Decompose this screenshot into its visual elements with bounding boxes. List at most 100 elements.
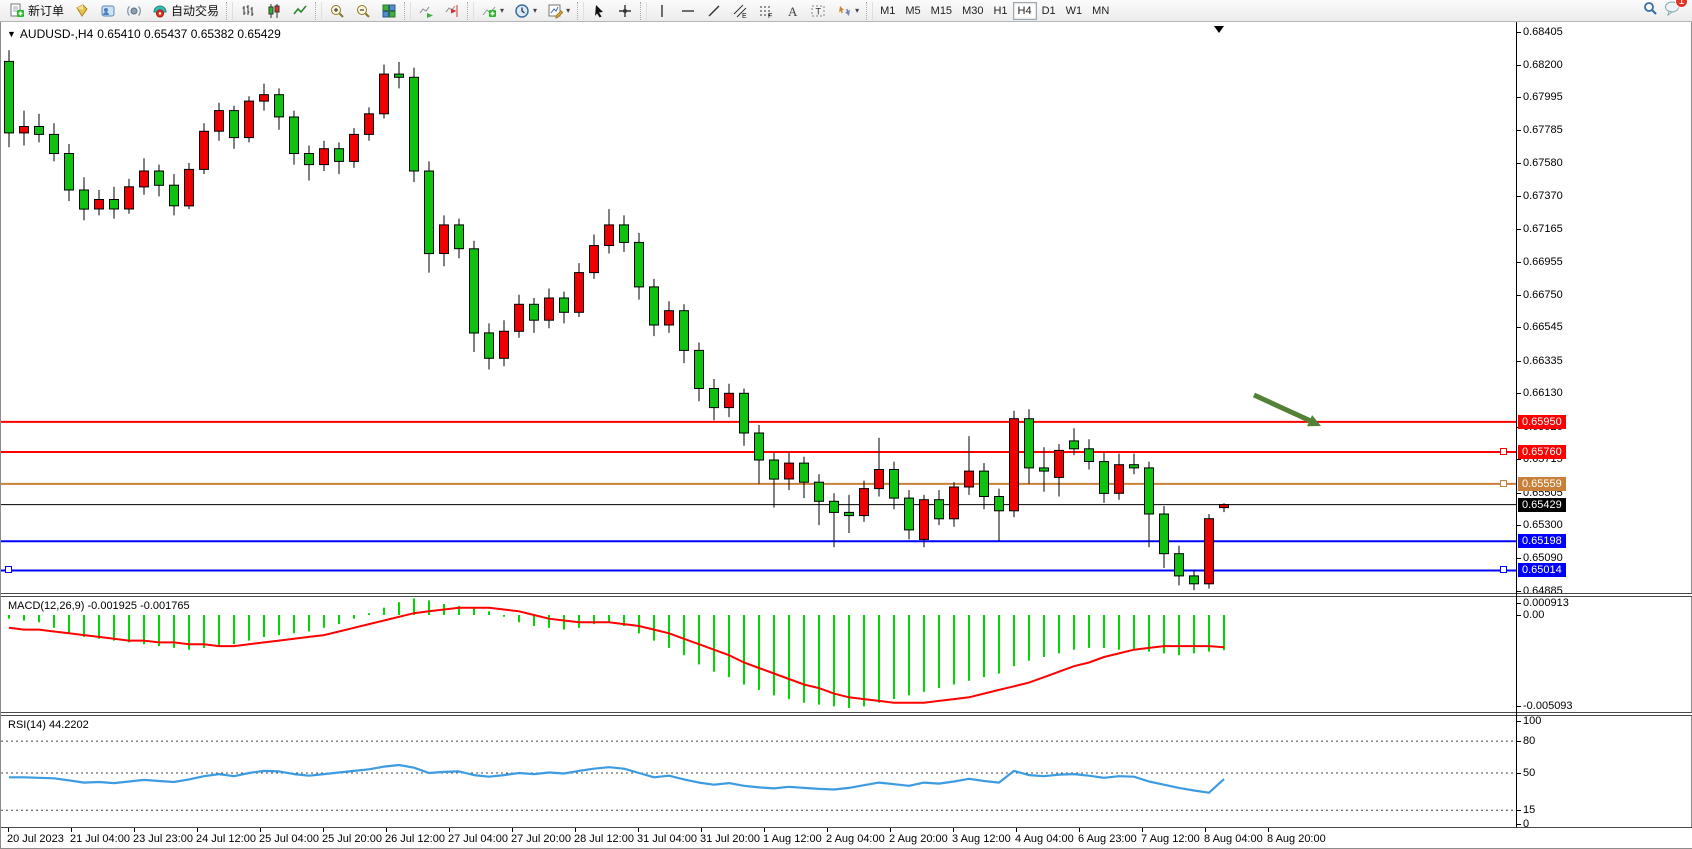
tab-timeframe-h1[interactable]: H1 xyxy=(993,4,1008,17)
candle xyxy=(439,224,449,254)
time-tick-label: 4 Aug 04:00 xyxy=(1015,833,1074,845)
tab-timeframe-d1[interactable]: D1 xyxy=(1041,4,1056,17)
price-chart-canvas[interactable] xyxy=(1,22,1516,593)
toolbar-button-data-window[interactable] xyxy=(95,1,121,21)
chart-shift-marker[interactable] xyxy=(1214,26,1224,33)
price-axis[interactable]: 0.68405 0.68200 0.67995 0.67785 0.67580 0.673… xyxy=(5,22,1692,597)
toolbar-separator xyxy=(404,1,412,20)
candle xyxy=(979,470,989,498)
toolbar-button-chart-shift[interactable] xyxy=(439,1,465,21)
price-tick-label: 0.65090 xyxy=(1523,552,1563,565)
hline-selection-handle[interactable] xyxy=(5,566,12,574)
rsi-tick-mark xyxy=(1517,773,1521,774)
rsi-canvas[interactable] xyxy=(1,716,1516,827)
zoom-in-icon xyxy=(329,3,345,19)
notifications-button[interactable]: 1 xyxy=(1664,0,1688,21)
toolbar-button-periods[interactable]: ▾ xyxy=(509,1,542,21)
time-axis[interactable]: 20 Jul 2023 21 Jul 04:00 23 Jul 23:00 24 Ju… xyxy=(1,827,1692,848)
time-tick-mark xyxy=(1205,828,1206,832)
price-tick-mark xyxy=(1517,327,1521,329)
toolbar-button-auto-scroll[interactable] xyxy=(413,1,439,21)
toolbar-separator xyxy=(866,1,874,20)
time-tick-label: 24 Jul 12:00 xyxy=(196,833,256,845)
panel-splitter-macd[interactable] xyxy=(1,593,1692,597)
tab-timeframe-mn[interactable]: MN xyxy=(1092,4,1110,17)
price-tick-mark xyxy=(1517,492,1521,494)
toolbar-button-quotes[interactable] xyxy=(69,1,95,21)
candle xyxy=(364,113,374,135)
candle xyxy=(394,73,404,78)
text-label-icon: T xyxy=(810,3,826,19)
price-tick-mark xyxy=(1517,525,1521,527)
toolbar-button-crosshair[interactable] xyxy=(612,1,638,21)
time-tick-label: 31 Jul 20:00 xyxy=(700,833,760,845)
tab-timeframe-m30[interactable]: M30 xyxy=(962,4,984,17)
panel-splitter-rsi[interactable] xyxy=(1,712,1692,716)
toolbar-button-hline[interactable] xyxy=(675,1,701,21)
toolbar-button-trendline[interactable] xyxy=(701,1,727,21)
macd-tick-label: -0.005093 xyxy=(1523,700,1573,712)
price-tick-label: 0.66335 xyxy=(1523,354,1563,367)
toolbar-button-templates[interactable]: ▾ xyxy=(542,1,575,21)
tab-timeframe-m5[interactable]: M5 xyxy=(905,4,921,17)
crosshair-icon xyxy=(617,3,633,19)
svg-text:E: E xyxy=(742,13,747,19)
toolbar-button-label: 自动交易 xyxy=(171,4,220,18)
time-tick-label: 7 Aug 12:00 xyxy=(1141,833,1200,845)
toolbar-button-text[interactable]: A xyxy=(779,1,805,21)
candle xyxy=(1129,464,1139,469)
toolbar-button-signals[interactable] xyxy=(121,1,147,21)
tab-timeframe-h4[interactable]: H4 xyxy=(1012,1,1037,20)
candle xyxy=(304,153,314,166)
tab-timeframe-m15[interactable]: M15 xyxy=(930,4,953,17)
toolbar-button-new-order[interactable]: 新订单 xyxy=(4,1,69,21)
price-tick-mark xyxy=(1517,130,1521,132)
toolbar-button-cursor[interactable] xyxy=(586,1,612,21)
hline-selection-handle[interactable] xyxy=(1500,479,1507,487)
candle xyxy=(229,110,239,139)
candle xyxy=(259,94,269,102)
toolbar-button-channel[interactable]: E xyxy=(727,1,753,21)
toolbar-button-bar-chart[interactable] xyxy=(235,1,261,21)
candle-chart-icon xyxy=(266,3,282,19)
time-tick-mark xyxy=(260,828,261,832)
candle xyxy=(649,286,659,326)
price-tick-label: 0.66955 xyxy=(1523,256,1563,269)
toolbar-button-autotrade[interactable]: 自动交易 xyxy=(147,1,224,21)
toolbar-button-candle-chart[interactable] xyxy=(261,1,287,21)
toolbar-button-zoom-in[interactable] xyxy=(324,1,350,21)
candle xyxy=(34,126,44,135)
candle xyxy=(679,310,689,351)
macd-signal-line xyxy=(8,606,1225,704)
candle xyxy=(559,297,569,313)
dropdown-arrow-icon[interactable]: ▾ xyxy=(855,6,860,15)
hline-price-label: 0.65950 xyxy=(1518,414,1566,429)
macd-axis[interactable]: 0.000913 0.00 -0.005093 xyxy=(1517,597,1692,712)
candle xyxy=(694,349,704,389)
tab-timeframe-w1[interactable]: W1 xyxy=(1065,4,1083,17)
hline-selection-handle[interactable] xyxy=(1500,448,1507,456)
toolbar-button-tile-windows[interactable] xyxy=(376,1,402,21)
arrow-annotation[interactable] xyxy=(1252,392,1321,427)
macd-canvas[interactable] xyxy=(1,597,1516,712)
toolbar-button-line-chart[interactable] xyxy=(287,1,313,21)
dropdown-arrow-icon[interactable]: ▾ xyxy=(500,6,505,15)
toolbar-button-vline[interactable] xyxy=(649,1,675,21)
time-tick-mark xyxy=(197,828,198,832)
toolbar-button-zoom-out[interactable] xyxy=(350,1,376,21)
toolbar-button-indicators[interactable]: ▾ xyxy=(476,1,509,21)
rsi-axis[interactable]: 100 80 50 15 0 xyxy=(1517,715,1692,830)
toolbar-button-text-label[interactable]: T xyxy=(805,1,831,21)
chevron-down-icon[interactable]: ▼ xyxy=(7,29,16,39)
price-tick-mark xyxy=(1517,393,1521,395)
price-tick-mark xyxy=(1517,97,1521,99)
toolbar-button-fibonacci[interactable]: F xyxy=(753,1,779,21)
hline-selection-handle[interactable] xyxy=(1500,566,1507,574)
toolbar-button-arrows-tool[interactable]: ▾ xyxy=(831,1,864,21)
dropdown-arrow-icon[interactable]: ▾ xyxy=(533,6,538,15)
candle xyxy=(1204,518,1214,585)
dropdown-arrow-icon[interactable]: ▾ xyxy=(566,6,571,15)
hline-icon xyxy=(680,3,696,19)
tab-timeframe-m1[interactable]: M1 xyxy=(880,4,896,17)
search-icon[interactable] xyxy=(1642,0,1658,21)
